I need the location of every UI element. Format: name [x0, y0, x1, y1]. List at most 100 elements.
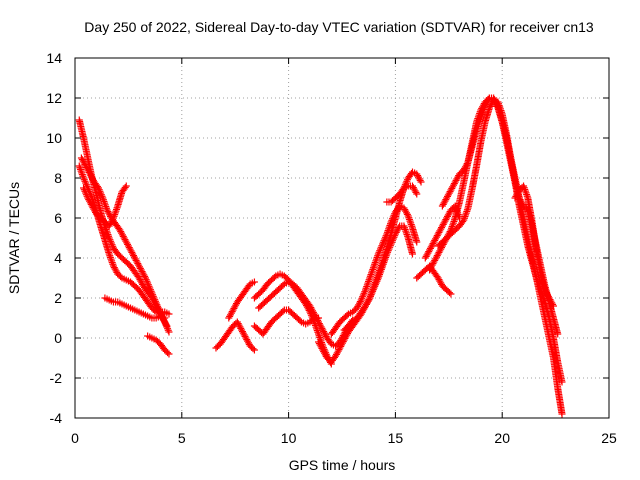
- data-point: [362, 284, 370, 292]
- data-point: [85, 168, 93, 176]
- data-point: [432, 253, 440, 261]
- data-point: [307, 304, 315, 312]
- data-point: [482, 100, 490, 108]
- data-point: [89, 204, 97, 212]
- data-point: [452, 205, 460, 213]
- data-point: [356, 299, 364, 307]
- data-point: [485, 96, 493, 104]
- data-point: [463, 160, 471, 168]
- series-U: [413, 262, 455, 298]
- y-tick-label: 10: [46, 130, 62, 146]
- data-point: [435, 248, 443, 256]
- data-point: [87, 172, 95, 180]
- data-point: [319, 346, 327, 354]
- x-tick-label: 25: [601, 430, 617, 446]
- grid-lines: [75, 58, 609, 418]
- data-point: [164, 349, 172, 357]
- x-axis-ticks: 0 5 10 15 20 25: [71, 58, 617, 446]
- data-point: [155, 306, 163, 314]
- data-point: [425, 248, 433, 256]
- series-E: [101, 294, 169, 322]
- data-point: [416, 176, 424, 184]
- data-point: [243, 336, 251, 344]
- data-point: [237, 324, 245, 332]
- data-point: [337, 342, 345, 350]
- data-point: [521, 185, 529, 193]
- data-point: [229, 306, 237, 314]
- data-point: [109, 216, 117, 224]
- data-point: [433, 232, 441, 240]
- data-point: [409, 184, 417, 192]
- data-point: [119, 232, 127, 240]
- data-point: [461, 213, 469, 221]
- data-point: [541, 286, 549, 294]
- data-point: [320, 348, 328, 356]
- data-point: [145, 282, 153, 290]
- data-point: [435, 276, 443, 284]
- data-point: [479, 109, 487, 117]
- data-point: [371, 260, 379, 268]
- data-point: [430, 258, 438, 266]
- data-point: [112, 267, 120, 275]
- series-Q: [434, 96, 566, 386]
- data-point: [151, 296, 159, 304]
- data-point: [432, 235, 440, 243]
- series-O: [383, 182, 421, 206]
- data-point: [436, 277, 444, 285]
- data-point: [523, 192, 531, 200]
- data-point: [473, 124, 481, 132]
- data-point: [244, 339, 252, 347]
- data-point: [109, 262, 117, 270]
- data-point: [426, 244, 434, 252]
- series-C: [77, 154, 171, 330]
- data-point: [433, 252, 441, 260]
- data-point: [407, 219, 415, 227]
- data-point: [408, 250, 416, 258]
- data-point: [532, 274, 540, 282]
- data-point: [523, 191, 531, 199]
- data-point: [165, 350, 173, 358]
- data-point: [165, 328, 173, 336]
- data-point: [543, 289, 551, 297]
- series-B: [75, 162, 173, 318]
- data-point: [354, 302, 362, 310]
- data-point: [82, 191, 90, 199]
- data-point: [110, 212, 118, 220]
- data-point: [461, 164, 469, 172]
- y-axis-ticks: -4 -2 0 2 4 6 8 10 12 14: [46, 50, 609, 426]
- data-point: [437, 279, 445, 287]
- data-point: [413, 170, 421, 178]
- data-point: [374, 270, 382, 278]
- data-point: [491, 97, 499, 105]
- data-point: [436, 227, 444, 235]
- data-point: [76, 165, 84, 173]
- data-point: [309, 308, 317, 316]
- data-marks: [75, 94, 566, 418]
- data-point: [226, 312, 234, 320]
- data-point: [359, 293, 367, 301]
- data-point: [108, 257, 116, 265]
- data-point: [491, 96, 499, 104]
- x-tick-label: 10: [281, 430, 297, 446]
- data-point: [484, 97, 492, 105]
- data-point: [88, 173, 96, 181]
- data-point: [95, 186, 103, 194]
- series-K: [250, 306, 323, 338]
- data-point: [403, 209, 411, 217]
- data-point: [426, 246, 434, 254]
- data-point: [118, 231, 126, 239]
- data-point: [321, 331, 329, 339]
- data-point: [102, 204, 110, 212]
- data-point: [477, 114, 485, 122]
- data-point: [400, 204, 408, 212]
- data-point: [377, 243, 385, 251]
- data-point: [238, 328, 246, 336]
- data-point: [364, 279, 372, 287]
- data-point: [82, 162, 90, 170]
- chart-title: Day 250 of 2022, Sidereal Day-to-day VTE…: [84, 19, 594, 35]
- data-point: [317, 343, 325, 351]
- data-point: [363, 283, 371, 291]
- data-point: [408, 222, 416, 230]
- data-point: [492, 99, 500, 107]
